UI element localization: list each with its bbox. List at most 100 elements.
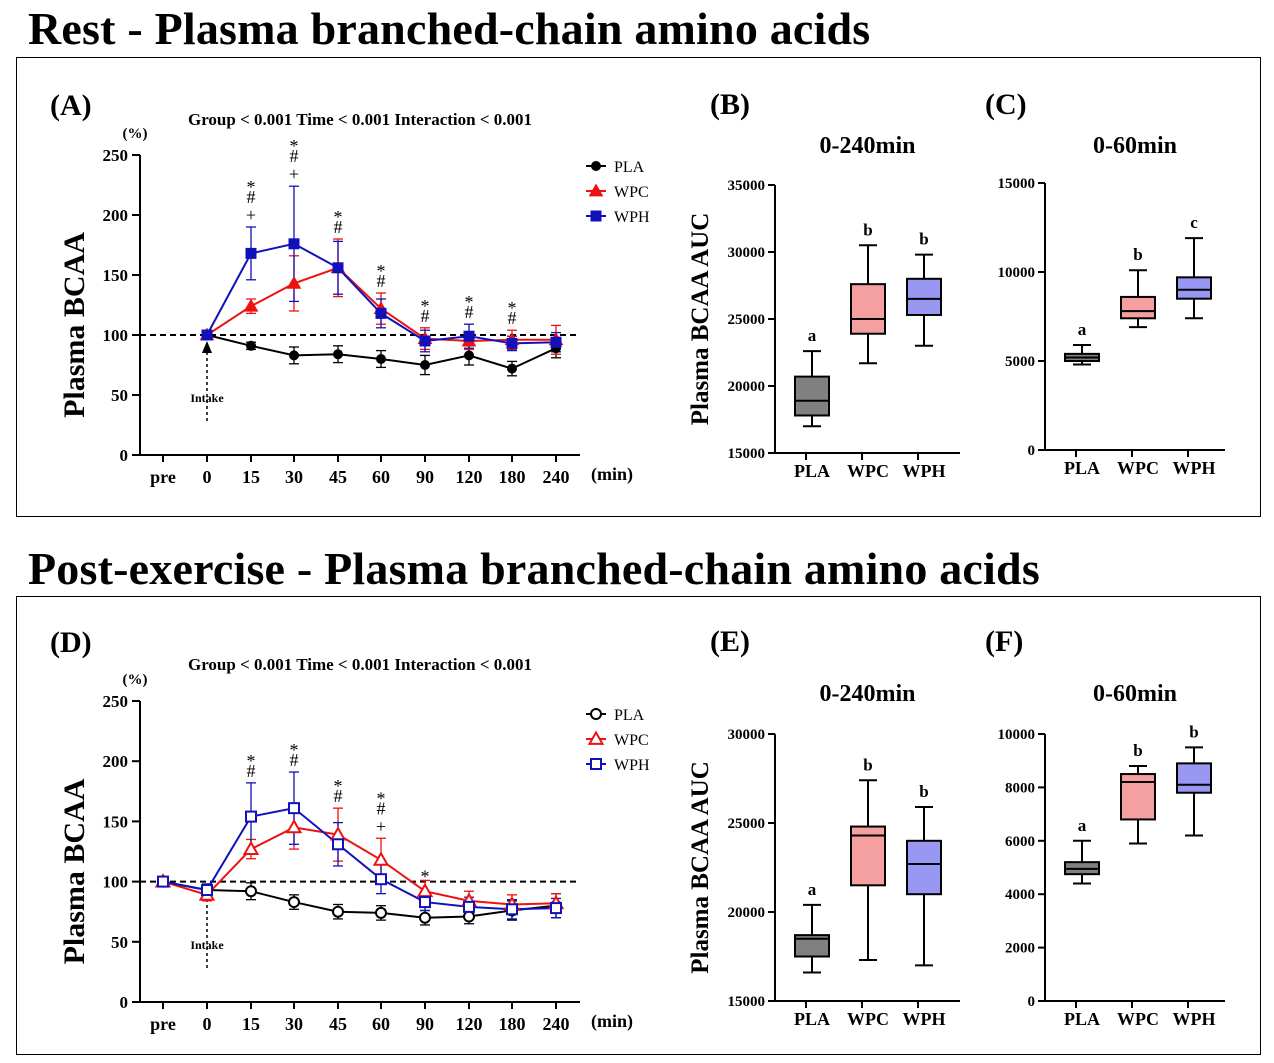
- data-point-wph: [201, 884, 213, 897]
- intake-label: Intake: [190, 391, 224, 405]
- box-wph: [1176, 762, 1212, 794]
- group-letter: b: [1133, 741, 1142, 760]
- group-letter: b: [919, 782, 928, 801]
- significance-mark: *: [247, 751, 256, 771]
- series-line: [162, 880, 557, 919]
- x-tick-label: pre: [150, 467, 176, 487]
- data-point-wph: [506, 337, 518, 349]
- box-chart-E: (E) 0-240min 15000 20000 25000 30000 Plasma BC…: [687, 625, 960, 1029]
- significance-mark: *: [421, 866, 430, 886]
- box-wpc: [850, 283, 886, 335]
- x-tick-label: 45: [329, 1014, 347, 1034]
- data-point-pla: [332, 905, 344, 918]
- significance-mark: +: [376, 816, 386, 836]
- group-letter: a: [1078, 320, 1087, 339]
- legend-label: WPC: [614, 184, 649, 201]
- data-point-wph: [245, 247, 257, 259]
- box-chart-B: (B) 0-240min 15000 20000 25000 30000 35000 Plas…: [687, 88, 960, 481]
- data-point-wph: [288, 238, 300, 250]
- x-tick-label: 60: [372, 467, 390, 487]
- group-letter: b: [919, 230, 928, 249]
- x-tick-label: 180: [499, 1014, 526, 1034]
- data-point-wph: [201, 329, 213, 341]
- y-unit-label: (%): [123, 126, 148, 142]
- section-title-rest: Rest - Plasma branched-chain amino acids: [28, 3, 871, 54]
- x-tick-label: WPC: [1117, 1009, 1159, 1029]
- box-wph: [1176, 276, 1212, 300]
- group-letter: b: [1133, 245, 1142, 264]
- significance-mark: #: [247, 761, 256, 781]
- significance-mark: #: [247, 187, 256, 207]
- line-chart-A: (A) Group < 0.001 Time < 0.001 Interactio…: [50, 89, 650, 487]
- y-tick-label: 0: [1028, 443, 1036, 459]
- significance-mark: #: [290, 146, 299, 166]
- data-point-wpc: [285, 818, 303, 834]
- significance-mark: #: [334, 786, 343, 806]
- y-tick-label: 20000: [728, 379, 766, 395]
- data-point-wph: [419, 335, 431, 347]
- y-axis-label: Plasma BCAA AUC: [687, 761, 714, 974]
- significance-mark: *: [247, 177, 256, 197]
- legend-label: WPC: [614, 732, 649, 749]
- panel-frame-rest: [16, 57, 1261, 517]
- data-point-wph: [419, 896, 431, 909]
- x-tick-label: pre: [150, 1014, 176, 1034]
- y-tick-label: 0: [120, 993, 129, 1012]
- y-tick-label: 250: [103, 692, 129, 711]
- y-tick-label: 50: [111, 933, 128, 952]
- x-tick-label: 90: [416, 467, 434, 487]
- x-tick-label: WPC: [1117, 458, 1159, 478]
- y-tick-label: 30000: [728, 245, 766, 261]
- legend-label: WPH: [614, 209, 650, 226]
- group-letter: b: [1189, 722, 1198, 741]
- y-tick-label: 10000: [998, 265, 1036, 281]
- intake-arrow-head: [202, 341, 212, 353]
- box-wpc: [1120, 773, 1156, 821]
- x-tick-label: PLA: [1064, 1009, 1100, 1029]
- y-tick-label: 35000: [728, 178, 766, 194]
- chart-title: 0-60min: [1093, 133, 1177, 159]
- legend-marker: [590, 210, 602, 222]
- significance-mark: +: [246, 205, 256, 225]
- data-point-wpc: [286, 275, 302, 289]
- box-wpc: [1120, 295, 1156, 320]
- y-tick-label: 200: [103, 206, 129, 225]
- series-WPC: [162, 805, 561, 915]
- legend-marker: [591, 161, 601, 171]
- data-point-pla: [464, 350, 474, 361]
- data-point-wph: [332, 838, 344, 851]
- panel-frame-post-exercise: [16, 596, 1261, 1055]
- y-tick-label: 150: [103, 812, 129, 831]
- data-point-pla: [507, 363, 517, 374]
- x-unit-label: (min): [591, 464, 633, 485]
- data-point-wph: [245, 810, 257, 823]
- data-point-wpc: [243, 298, 259, 312]
- y-tick-label: 5000: [1005, 354, 1035, 370]
- y-tick-label: 8000: [1005, 780, 1035, 796]
- y-tick-label: 15000: [998, 176, 1036, 192]
- x-tick-label: 120: [456, 467, 483, 487]
- x-tick-label: 60: [372, 1014, 390, 1034]
- y-tick-label: 25000: [728, 312, 766, 328]
- x-tick-label: 180: [499, 467, 526, 487]
- significance-mark: #: [421, 306, 430, 326]
- box-chart-F: (F) 0-60min 0 2000 4000 6000 8000 10000 PLA a WPC b…: [985, 625, 1225, 1029]
- legend-marker: [588, 183, 604, 197]
- line-chart-D: (D) Group < 0.001 Time < 0.001 Interactio…: [50, 626, 650, 1034]
- y-tick-label: 2000: [1005, 941, 1035, 957]
- y-tick-label: 15000: [728, 446, 766, 462]
- significance-mark: #: [465, 302, 474, 322]
- stats-text: Group < 0.001 Time < 0.001 Interaction <…: [188, 110, 532, 129]
- x-tick-label: WPH: [1173, 1009, 1216, 1029]
- x-tick-label: 90: [416, 1014, 434, 1034]
- data-point-wph: [506, 903, 518, 916]
- group-letter: a: [808, 880, 817, 899]
- y-tick-label: 0: [1028, 994, 1036, 1010]
- box-wph: [906, 277, 942, 316]
- data-point-wph: [332, 262, 344, 274]
- x-tick-label: WPH: [903, 461, 946, 481]
- y-tick-label: 200: [103, 752, 129, 771]
- data-point-pla: [245, 885, 257, 898]
- panel-label: (A): [50, 89, 92, 122]
- significance-mark: *: [421, 296, 430, 316]
